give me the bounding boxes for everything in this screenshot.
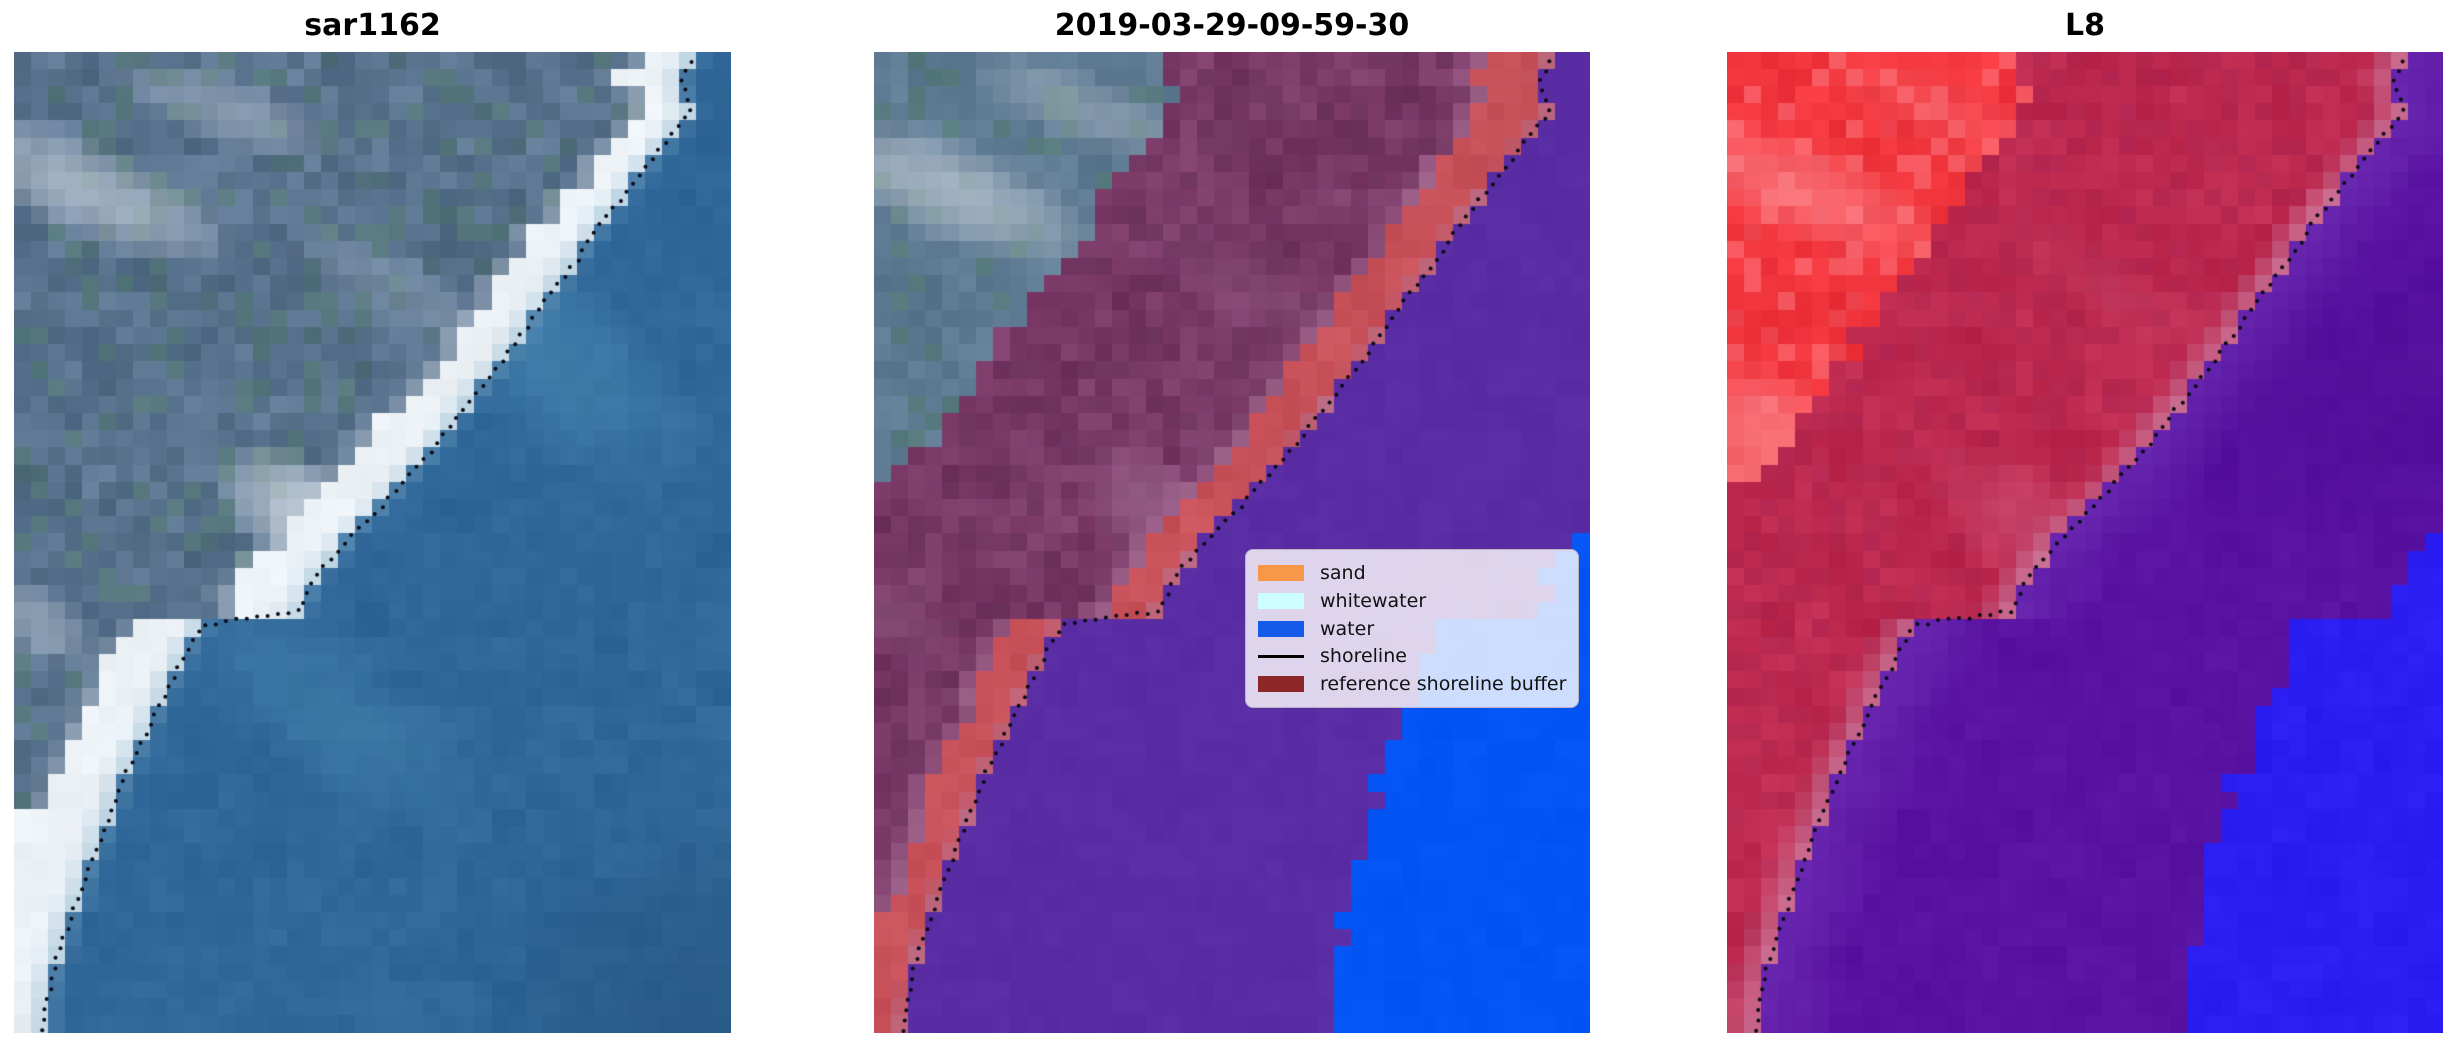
legend-swatch-sand bbox=[1258, 565, 1304, 581]
legend-label: sand bbox=[1320, 562, 1366, 584]
legend-item-shoreline: shoreline bbox=[1258, 643, 1566, 669]
l8-image-panel bbox=[1727, 52, 2443, 1033]
legend-label: water bbox=[1320, 617, 1375, 640]
panel-title-l8: L8 bbox=[2065, 8, 2105, 43]
legend-label: whitewater bbox=[1320, 589, 1427, 612]
legend-item-water: water bbox=[1258, 616, 1566, 642]
legend-swatch-shoreline bbox=[1258, 654, 1304, 658]
legend-label: reference shoreline buffer bbox=[1320, 673, 1567, 695]
legend: sand whitewater water shoreline reference sh… bbox=[1245, 549, 1579, 708]
legend-swatch-whitewater bbox=[1258, 592, 1304, 609]
legend-swatch-water bbox=[1258, 620, 1304, 637]
legend-swatch-reference-shoreline-buffer bbox=[1258, 676, 1304, 692]
sar-image-panel bbox=[14, 52, 731, 1033]
classified-image-panel bbox=[874, 52, 1590, 1033]
legend-item-reference-shoreline-buffer: reference shoreline buffer bbox=[1258, 671, 1566, 697]
panel-title-sar: sar1162 bbox=[304, 8, 441, 43]
legend-item-whitewater: whitewater bbox=[1258, 588, 1566, 614]
panel-title-classified: 2019-03-29-09-59-30 bbox=[1054, 8, 1410, 43]
legend-item-sand: sand bbox=[1258, 560, 1566, 586]
legend-label: shoreline bbox=[1320, 645, 1407, 668]
